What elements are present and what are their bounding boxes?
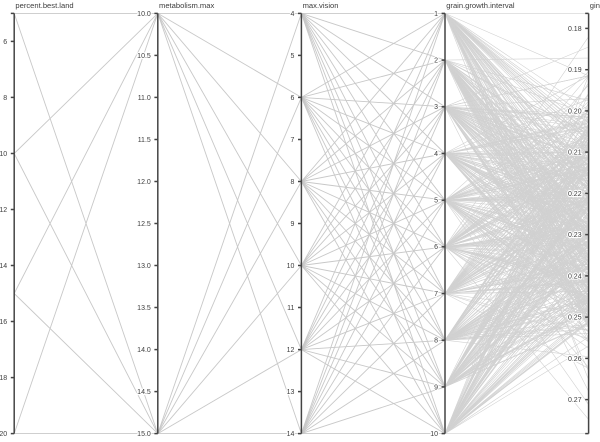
svg-text:grain.growth.interval: grain.growth.interval <box>446 1 515 10</box>
svg-text:14.5: 14.5 <box>137 389 151 396</box>
svg-text:14: 14 <box>287 431 295 438</box>
svg-text:7: 7 <box>290 137 294 144</box>
svg-text:max.vision: max.vision <box>303 1 339 10</box>
svg-text:0.27: 0.27 <box>568 397 582 404</box>
svg-text:16: 16 <box>0 319 7 326</box>
svg-text:10: 10 <box>287 263 295 270</box>
svg-text:5: 5 <box>434 198 438 205</box>
svg-text:5: 5 <box>290 53 294 60</box>
svg-text:15.0: 15.0 <box>137 431 151 438</box>
svg-text:13: 13 <box>287 389 295 396</box>
svg-text:9: 9 <box>290 221 294 228</box>
svg-text:0.20: 0.20 <box>568 108 582 115</box>
svg-text:13.0: 13.0 <box>137 263 151 270</box>
svg-text:0.24: 0.24 <box>568 273 582 280</box>
svg-text:gini: gini <box>590 1 600 10</box>
svg-text:percent.best.land: percent.best.land <box>15 1 73 10</box>
svg-text:18: 18 <box>0 375 7 382</box>
svg-text:12.0: 12.0 <box>137 179 151 186</box>
svg-text:0.19: 0.19 <box>568 67 582 74</box>
svg-text:0.26: 0.26 <box>568 356 582 363</box>
svg-text:14.0: 14.0 <box>137 347 151 354</box>
svg-text:0.18: 0.18 <box>568 26 582 33</box>
svg-text:12: 12 <box>287 347 295 354</box>
svg-text:11.0: 11.0 <box>138 95 151 102</box>
svg-text:0.22: 0.22 <box>568 191 582 198</box>
svg-text:8: 8 <box>434 338 438 345</box>
svg-text:10: 10 <box>430 431 438 438</box>
svg-text:13.5: 13.5 <box>137 305 151 312</box>
svg-text:8: 8 <box>3 95 7 102</box>
svg-text:12: 12 <box>0 207 7 214</box>
svg-text:8: 8 <box>290 179 294 186</box>
svg-text:3: 3 <box>434 104 438 111</box>
svg-text:10.5: 10.5 <box>137 53 151 60</box>
svg-text:12.5: 12.5 <box>137 221 151 228</box>
svg-text:0.21: 0.21 <box>568 150 582 157</box>
svg-text:0.23: 0.23 <box>568 232 582 239</box>
svg-text:9: 9 <box>434 384 438 391</box>
svg-text:6: 6 <box>3 39 7 46</box>
svg-text:4: 4 <box>290 11 294 18</box>
svg-text:10: 10 <box>0 151 7 158</box>
svg-text:11.5: 11.5 <box>138 137 151 144</box>
svg-text:4: 4 <box>434 151 438 158</box>
svg-text:2: 2 <box>434 58 438 65</box>
svg-text:6: 6 <box>290 95 294 102</box>
svg-text:0.25: 0.25 <box>568 315 582 322</box>
svg-text:metabolism.max: metabolism.max <box>159 1 214 10</box>
svg-text:6: 6 <box>434 244 438 251</box>
svg-text:1: 1 <box>434 11 438 18</box>
svg-text:10.0: 10.0 <box>137 11 151 18</box>
svg-text:11: 11 <box>287 305 294 312</box>
svg-text:7: 7 <box>434 291 438 298</box>
svg-text:14: 14 <box>0 263 7 270</box>
svg-text:20: 20 <box>0 431 7 438</box>
